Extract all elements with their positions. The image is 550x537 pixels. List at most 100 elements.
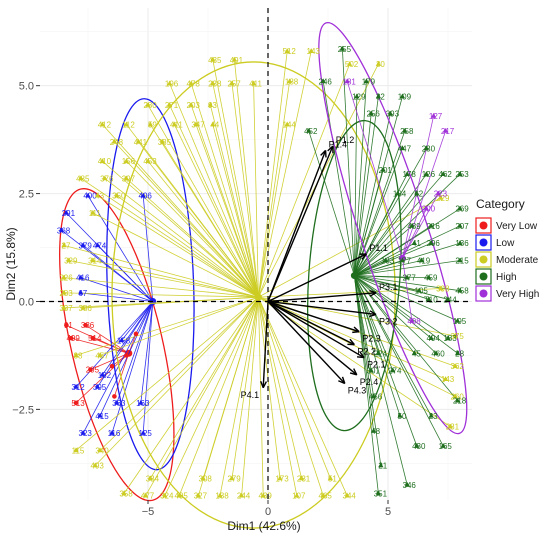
data-point (229, 80, 235, 86)
point-label: 109 (398, 92, 412, 101)
group-ray (354, 275, 429, 279)
group-ray (241, 297, 259, 496)
data-point (64, 322, 69, 328)
group-ray (145, 296, 259, 496)
group-ray (354, 173, 461, 276)
point-label: 281 (446, 423, 460, 432)
y-tick-label: 5.0 (19, 81, 34, 93)
group-ray (97, 195, 259, 298)
point-label: 229 (436, 194, 450, 203)
point-label: 441 (134, 138, 148, 147)
group-ray (140, 301, 154, 403)
data-point (339, 46, 345, 51)
group-ray (354, 96, 379, 276)
confidence-ellipse (306, 119, 402, 432)
arrow-head (338, 376, 346, 385)
point-label: 23 (429, 412, 438, 421)
data-point (145, 158, 151, 164)
confidence-ellipse (59, 188, 175, 502)
variable-arrow (262, 301, 269, 388)
data-point (188, 102, 194, 107)
data-point (63, 210, 69, 215)
group-ray (75, 296, 259, 451)
group-ray (111, 301, 154, 434)
data-point (133, 331, 139, 337)
variable-arrow (267, 300, 355, 346)
variable-arrow (267, 300, 365, 359)
data-point (363, 78, 369, 84)
data-point (277, 475, 283, 481)
data-point (114, 192, 120, 198)
group-ray (231, 83, 259, 298)
point-label: 107 (292, 492, 306, 501)
confidence-ellipse (111, 61, 396, 529)
point-label: 231 (297, 474, 311, 483)
data-point (92, 462, 98, 468)
point-label: 295 (86, 366, 100, 375)
y-tick-label: 0.0 (19, 296, 34, 308)
point-label: 50 (398, 412, 407, 421)
group-ray (354, 275, 437, 354)
point-label: 485 (76, 174, 90, 183)
group-ray (354, 275, 432, 339)
group-ray (342, 48, 355, 276)
group-ray (126, 160, 259, 298)
point-label: 45 (412, 349, 421, 358)
group-ray (169, 104, 259, 298)
data-point (433, 350, 439, 356)
point-label: 62 (414, 190, 423, 199)
data-point (145, 102, 151, 107)
group-ray (354, 275, 382, 466)
data-point (114, 399, 120, 405)
variable-label: P4.1 (241, 390, 260, 400)
data-point (404, 274, 410, 280)
axes: −5 0 5 −2.5 0.0 2.5 5.0 (12, 81, 391, 518)
group-ray (63, 277, 259, 298)
point-label: 430 (412, 442, 426, 451)
group-ray (150, 296, 259, 479)
data-point (438, 194, 444, 200)
point-label: 111 (89, 209, 102, 218)
data-point (123, 175, 129, 181)
group-ray (258, 297, 264, 496)
group-ray (258, 51, 288, 298)
group-ray (354, 275, 449, 300)
data-point (395, 190, 401, 196)
data-point (80, 430, 86, 435)
group-ray (114, 353, 130, 397)
data-point (435, 190, 441, 196)
point-label: 257 (227, 80, 241, 89)
y-tick-label: 2.5 (19, 189, 34, 201)
legend-marker (479, 238, 488, 247)
point-label: 115 (72, 446, 85, 455)
data-point (195, 492, 201, 498)
group-ray (219, 297, 259, 496)
group-ray (354, 225, 432, 276)
point-label: 93 (208, 101, 217, 110)
data-point (375, 350, 381, 356)
group-ray (402, 115, 434, 259)
group-ray (142, 195, 154, 302)
group-ray (402, 193, 439, 259)
point-label: 224 (374, 349, 388, 358)
data-point (411, 350, 417, 356)
point-label: 376 (100, 174, 114, 183)
variable-arrow (267, 150, 327, 302)
data-point (371, 427, 377, 433)
point-label: 207 (455, 222, 469, 231)
point-label: 314 (88, 256, 102, 265)
group-ray (258, 297, 331, 479)
data-point (97, 412, 103, 418)
data-point (90, 210, 96, 215)
group-ray (178, 297, 259, 496)
group-ray (402, 208, 427, 259)
group-ray (75, 352, 130, 404)
x-tick-label: 5 (385, 506, 391, 518)
variable-arrow (267, 300, 346, 384)
data-point (320, 492, 326, 498)
point-label: 271 (165, 101, 179, 110)
group-ray (354, 275, 418, 447)
group-ray (258, 297, 324, 496)
point-label: 238 (208, 80, 222, 89)
data-point (375, 61, 381, 66)
